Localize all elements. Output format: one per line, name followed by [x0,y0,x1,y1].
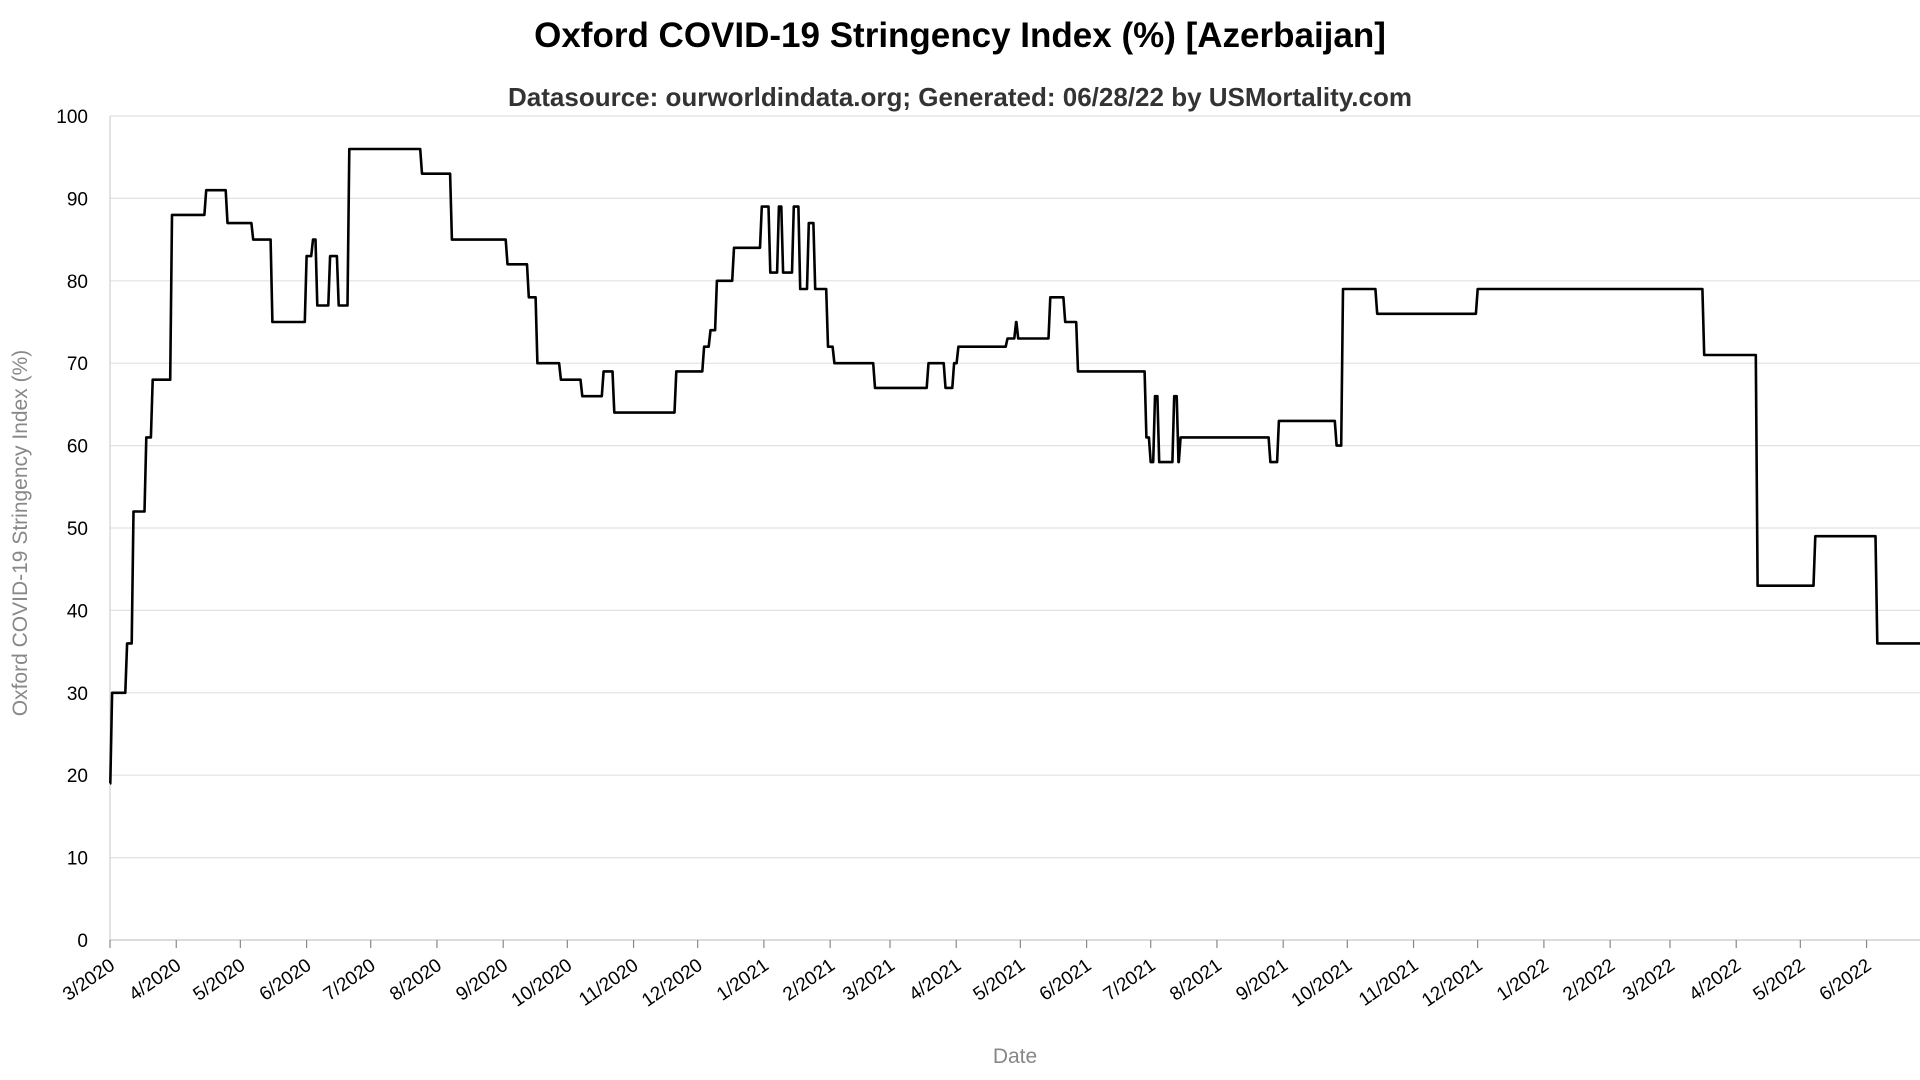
x-tick-label: 11/2020 [575,955,642,1011]
x-tick-label: 6/2022 [1816,955,1876,1006]
x-tick-label: 4/2020 [125,955,185,1006]
x-tick-label: 5/2021 [970,955,1030,1006]
gridlines [110,115,1920,941]
x-tick-label: 10/2021 [1288,955,1356,1012]
x-tick-label: 6/2020 [256,955,316,1006]
x-tick-label: 1/2021 [713,955,773,1006]
y-tick-label: 20 [67,766,88,787]
x-tick-label: 2/2022 [1559,955,1619,1006]
x-tick-label: 7/2021 [1100,955,1160,1006]
x-tick-label: 9/2021 [1232,955,1292,1006]
x-tick-label: 9/2020 [452,955,512,1006]
x-tick-label: 10/2020 [508,955,576,1012]
y-tick-label: 50 [67,519,88,540]
x-tick-label: 11/2021 [1355,955,1422,1011]
series-layer [109,147,1920,785]
x-tick-label: 4/2022 [1685,955,1745,1006]
y-tick-label: 60 [67,437,88,458]
x-tick-label: 7/2020 [320,955,380,1006]
x-tick-label: 3/2021 [839,955,899,1006]
x-tick-label: 4/2021 [905,955,965,1006]
x-tick-label: 6/2021 [1036,955,1096,1006]
x-tick-label: 1/2022 [1493,955,1553,1006]
y-tick-label: 70 [67,354,88,375]
x-tick-label: 5/2022 [1750,955,1810,1006]
y-tick-label: 0 [77,931,88,952]
y-tick-label: 90 [67,189,88,210]
x-tick-label: 3/2022 [1619,955,1679,1006]
x-tick-label: 8/2020 [386,955,446,1006]
y-tick-label: 40 [67,601,88,622]
stringency-series-line [109,147,1920,785]
x-tick-label: 3/2020 [59,955,119,1006]
y-tick-label: 80 [67,272,88,293]
y-tick-label: 10 [67,849,88,870]
chart-subtitle: Datasource: ourworldindata.org; Generate… [508,82,1412,112]
x-tick-label: 2/2021 [779,955,839,1006]
y-axis-title: Oxford COVID-19 Stringency Index (%) [9,350,32,716]
axes: 0 10 20 30 40 50 60 70 80 90 100 3/2020 4/2020 5/2020… [56,107,1920,1011]
x-axis-title: Date [993,1045,1037,1068]
x-tick-label: 12/2020 [638,955,706,1012]
x-tick-label: 12/2021 [1418,955,1486,1012]
y-tick-label: 30 [67,684,88,705]
x-tick-label: 5/2020 [190,955,250,1006]
y-tick-label: 100 [56,107,88,128]
x-tick-label: 8/2021 [1166,955,1226,1006]
chart-title: Oxford COVID-19 Stringency Index (%) [Az… [534,16,1386,55]
